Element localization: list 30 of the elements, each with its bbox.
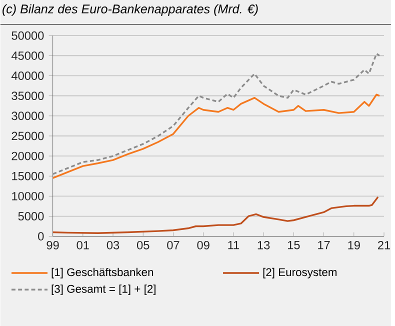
x-tick-label: 99 <box>46 240 59 250</box>
x-tick-label: 07 <box>167 240 180 250</box>
y-tick-label: 10000 <box>12 192 44 200</box>
legend-label: [3] Gesamt = [1] + [2] <box>52 284 156 295</box>
x-tick-label: 03 <box>106 240 120 250</box>
legend-label: [2] Eurosystem <box>263 268 337 278</box>
y-tick-label: 25000 <box>12 132 44 140</box>
line-series <box>52 94 380 179</box>
y-tick-label: 0 <box>38 232 44 240</box>
x-tick-label: 01 <box>76 240 89 250</box>
x-tick-label: 09 <box>197 240 210 250</box>
legend-label: [1] Geschäftsbanken <box>52 268 154 278</box>
y-tick-label: 15000 <box>12 172 44 180</box>
y-tick-label: 5000 <box>18 212 44 220</box>
y-tick-label: 45000 <box>11 51 44 60</box>
x-tick-label: 21 <box>378 240 390 250</box>
y-tick-label: 35000 <box>12 91 44 100</box>
y-tick-label: 30000 <box>12 112 44 120</box>
x-tick-label: 15 <box>288 240 300 250</box>
x-tick-label: 19 <box>348 240 360 250</box>
x-tick-label: 17 <box>318 240 330 249</box>
line-series <box>52 196 379 234</box>
y-tick-label: 40000 <box>11 71 44 80</box>
y-tick-label: 20000 <box>12 152 44 160</box>
x-tick-label: 11 <box>228 240 240 249</box>
y-tick-label: 50000 <box>12 31 44 40</box>
x-tick-label: 05 <box>136 240 150 250</box>
x-tick-label: 13 <box>258 240 270 250</box>
chart-title: (c) Bilanz des Euro-Bankenapparates (Mrd. €) <box>2 4 258 16</box>
line-series <box>52 52 380 175</box>
